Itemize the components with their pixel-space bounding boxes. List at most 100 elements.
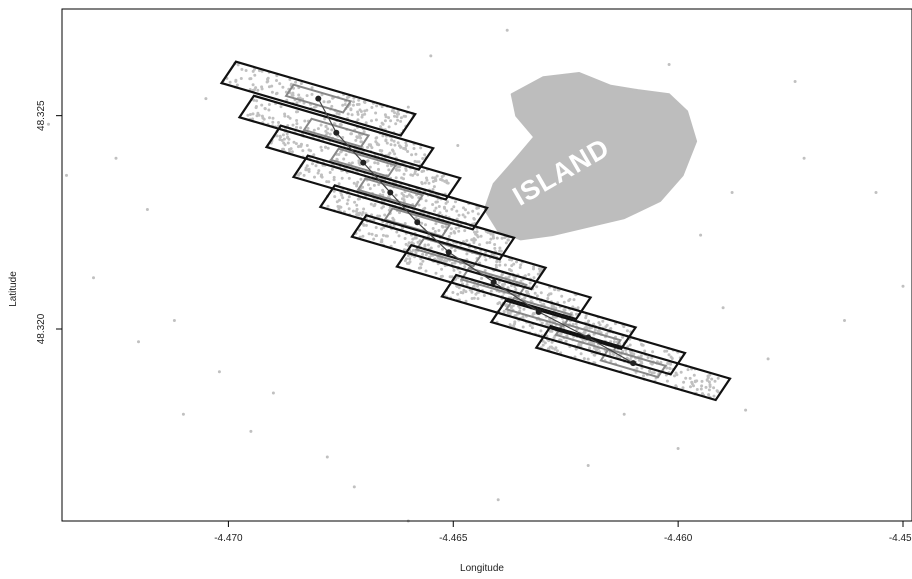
scatter-point	[441, 247, 444, 251]
scatter-point	[372, 237, 376, 241]
scatter-point	[404, 257, 408, 261]
scatter-point	[506, 238, 510, 242]
scatter-point	[295, 125, 298, 129]
scatter-point	[486, 230, 490, 234]
scatter-point	[605, 332, 609, 336]
scatter-point	[457, 213, 461, 217]
scatter-point	[667, 63, 671, 66]
scatter-point	[393, 240, 397, 244]
scatter-point	[405, 195, 409, 198]
scatter-point	[598, 323, 602, 327]
track-point	[360, 159, 367, 166]
scatter-point	[377, 167, 380, 171]
scatter-point	[470, 238, 474, 242]
scatter-point	[307, 170, 311, 173]
scatter-point	[387, 125, 391, 129]
scatter-point	[387, 116, 391, 120]
scatter-point	[453, 249, 457, 253]
x-tick-label: -4.465	[439, 533, 468, 544]
scatter-point	[217, 370, 221, 374]
scatter-point	[287, 147, 291, 151]
scatter-point	[251, 69, 255, 73]
scatter-point	[586, 464, 590, 467]
scatter-points-layer	[47, 28, 905, 523]
scatter-point	[330, 104, 334, 108]
scatter-point	[454, 200, 457, 204]
track-point	[535, 308, 542, 315]
scatter-point	[361, 211, 365, 214]
scatter-point	[489, 289, 493, 293]
scatter-point	[509, 269, 513, 273]
scatter-point	[332, 175, 336, 179]
scatter-point	[465, 252, 469, 256]
scatter-point	[437, 205, 441, 208]
outer-boxes-layer	[219, 60, 732, 402]
scatter-point	[65, 173, 68, 177]
scatter-point	[397, 168, 401, 172]
scatter-point	[707, 380, 711, 384]
scatter-point	[667, 361, 670, 365]
scatter-point	[675, 373, 679, 377]
scatter-point	[338, 123, 342, 126]
scatter-point	[368, 165, 372, 169]
scatter-point	[688, 376, 692, 380]
scatter-point	[286, 141, 290, 145]
scatter-point	[667, 353, 671, 357]
scatter-point	[376, 162, 380, 165]
track-point	[315, 95, 322, 102]
scatter-point	[453, 231, 457, 235]
scatter-point	[374, 111, 378, 115]
scatter-point	[366, 145, 370, 149]
scatter-point	[475, 230, 479, 234]
scatter-point	[393, 111, 396, 115]
x-tick-label: -4.470	[214, 533, 243, 544]
scatter-point	[393, 114, 396, 118]
scatter-point	[367, 183, 370, 187]
scatter-point	[554, 306, 558, 310]
scatter-point	[386, 164, 390, 168]
scatter-point	[381, 134, 385, 138]
scatter-point	[256, 111, 260, 115]
scatter-point	[347, 195, 351, 199]
scatter-point	[432, 185, 436, 189]
scatter-point	[532, 265, 536, 269]
scatter-point	[480, 276, 484, 280]
scatter-point	[406, 105, 410, 109]
scatter-point	[411, 173, 415, 177]
scatter-point	[324, 125, 328, 128]
scatter-point	[550, 340, 554, 344]
scatter-point	[263, 107, 267, 110]
scatter-point	[330, 167, 334, 171]
scatter-point	[313, 175, 316, 179]
scatter-point	[364, 121, 368, 125]
scatter-point	[472, 217, 476, 220]
track-point	[445, 249, 452, 256]
scatter-point	[692, 373, 696, 377]
scatter-point	[479, 234, 483, 238]
scatter-point	[370, 232, 374, 236]
scatter-point	[383, 213, 387, 217]
scatter-point	[310, 86, 314, 90]
scatter-point	[420, 182, 424, 186]
scatter-point	[533, 291, 537, 295]
scatter-point	[650, 371, 654, 375]
scatter-point	[446, 240, 450, 243]
scatter-point	[518, 266, 522, 269]
scatter-point	[665, 349, 669, 353]
outer-box	[350, 214, 548, 291]
scatter-point	[515, 260, 518, 264]
island-shape	[483, 72, 698, 241]
scatter-point	[435, 200, 439, 204]
x-axis: -4.470 -4.465 -4.460 -4.455	[214, 521, 912, 544]
scatter-point	[453, 261, 457, 265]
scatter-point	[349, 108, 353, 112]
scatter-point	[484, 258, 488, 262]
scatter-point	[354, 138, 358, 142]
scatter-point	[562, 326, 566, 330]
scatter-point	[539, 329, 543, 333]
inner-boxes-layer	[284, 83, 668, 379]
scatter-point	[256, 88, 260, 92]
scatter-point	[562, 300, 566, 304]
scatter-point	[495, 236, 499, 240]
scatter-point	[508, 323, 512, 327]
